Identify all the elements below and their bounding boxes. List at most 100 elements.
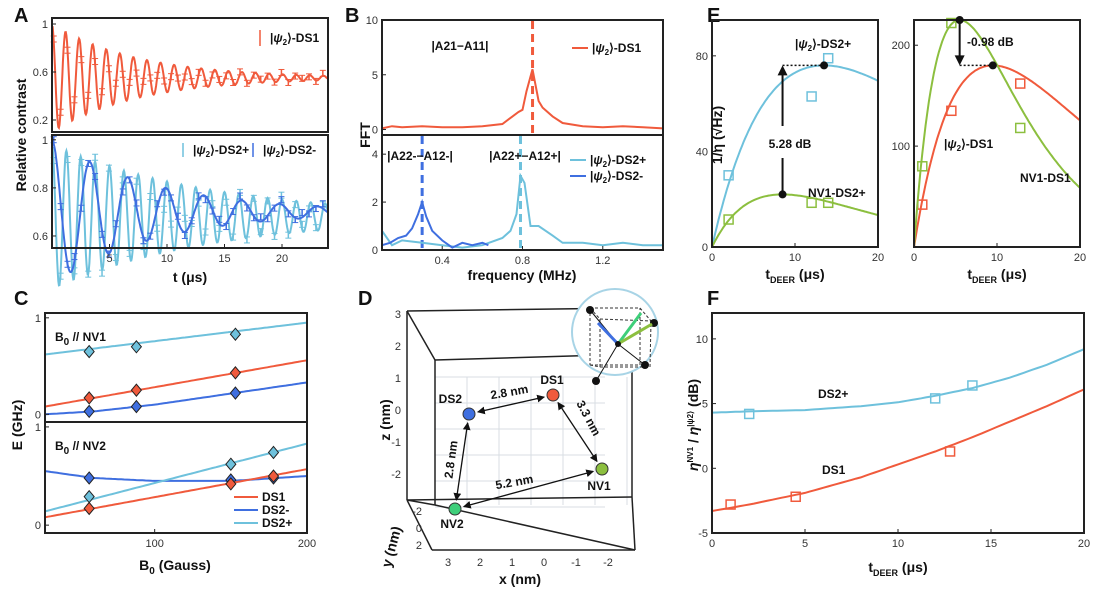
diamond-marker-DS1 [229, 366, 242, 380]
square-marker-DS2+ [929, 393, 941, 404]
label-DS1: DS1 [540, 373, 564, 387]
axes-frame-A1 [51, 17, 329, 133]
diamond-marker-DS2- [229, 386, 242, 400]
point-NV2 [448, 502, 462, 516]
y-tick-label: 40 [696, 146, 708, 158]
diamond-marker-DS1 [130, 383, 143, 397]
loss-arrow-head [954, 55, 965, 66]
x-axis-label-B: frequency (MHz) [468, 267, 577, 283]
square-marker-NV1-DS1 [1014, 122, 1026, 134]
axes-frame-C2 [44, 421, 308, 534]
legend-label: DS2- [262, 503, 289, 517]
distance-label: 5.2 nm [494, 472, 534, 492]
x-tick-label: 2 [477, 557, 483, 569]
inset-cube-edge [649, 320, 652, 368]
box-edge [434, 504, 636, 551]
x-axis-label-E2: tDEER (μs) [967, 266, 1026, 285]
inset-arrow-olive [617, 322, 653, 346]
series-line-NV1-DS1 [913, 19, 1081, 248]
curve-label-nv1-ds2p: NV1-DS2+ [808, 186, 866, 200]
square-marker-NV1-DS2+ [806, 197, 817, 209]
series-line-DS2+ [711, 348, 1085, 414]
y-tick-label: -5 [698, 528, 708, 540]
y-tick-label: 1 [42, 135, 48, 147]
subplot-title: B0 // NV1 [55, 330, 106, 348]
inset-atom [592, 377, 600, 385]
y-tick-label: 5 [702, 399, 708, 411]
x-tick-label: -2 [603, 557, 613, 569]
panel-label-B: B [345, 5, 359, 27]
x-tick-label: 10 [991, 252, 1003, 264]
series-line-|ψ2⟩-DS2+ [381, 172, 663, 249]
x-axis-label-F: tDEER (μs) [868, 559, 927, 578]
y-tick-label: 1 [42, 19, 48, 31]
legend-label: |ψ2⟩-DS1 [592, 41, 641, 57]
square-marker-|ψ2⟩-DS1 [1014, 78, 1026, 89]
loss-annotation: -0.98 dB [967, 35, 1014, 49]
x-tick-label: 15 [218, 253, 230, 265]
curve-label-ds2p: |ψ2⟩-DS2+ [795, 37, 851, 53]
box-edge [406, 499, 436, 506]
square-marker-DS1 [725, 499, 736, 510]
diamond-marker-DS2- [83, 471, 95, 485]
diamond-marker-DS2- [83, 404, 95, 419]
x-tick-label: 20 [1074, 252, 1086, 264]
distance-arrow [462, 469, 595, 509]
y-axis-label-A: Relative contrast [13, 78, 29, 191]
point-DS2 [462, 407, 476, 421]
x-axis-label-A: t (μs) [173, 269, 207, 285]
x-tick-label: 0.4 [435, 255, 450, 267]
legend-label: |ψ2⟩-DS2+ [193, 143, 249, 159]
x-tick-label: 5 [106, 253, 112, 265]
box-edge [406, 310, 436, 361]
z-tick-label: 2 [395, 341, 401, 353]
peak-dot [955, 16, 964, 24]
distance-arrow [557, 401, 598, 463]
inset-cube-edge [599, 318, 652, 322]
label-DS2: DS2 [439, 392, 463, 406]
series-line-DS1 [711, 388, 1085, 512]
y-tick-label: 0.6 [33, 67, 48, 79]
x-axis-label-C: B0 (Gauss) [139, 557, 211, 577]
x-axis-label-E1: tDEER (μs) [765, 266, 824, 285]
annotation-peak-ds1: |A21−A11| [431, 39, 488, 53]
x-tick-label: 0 [709, 252, 715, 264]
y-axis-label-C: E (GHz) [9, 400, 25, 451]
x-tick-label: 20 [1078, 538, 1090, 550]
inset-atom [586, 306, 594, 314]
label-NV2: NV2 [440, 517, 464, 531]
x-tick-label: 0 [911, 252, 917, 264]
peak-dot [778, 190, 787, 199]
axes-frame-E1 [711, 19, 879, 248]
series-line-|ψ2⟩-DS2+ [711, 64, 879, 248]
y-axis-label-E: 1/η (√Hz) [709, 106, 725, 164]
diamond-marker-DS1 [83, 391, 95, 405]
square-marker-NV1-DS2+ [822, 197, 834, 209]
x-tick-label: 200 [298, 538, 316, 550]
box-edge [434, 354, 606, 361]
gain-arrow-head [777, 65, 788, 76]
diamond-marker-DS1 [225, 477, 237, 491]
square-marker-DS1 [790, 491, 801, 503]
panel-label-A: A [14, 5, 28, 27]
diamond-marker-DS2+ [225, 457, 237, 472]
x-tick-label: 0.8 [515, 255, 530, 267]
x-tick-label: 100 [145, 538, 163, 550]
x-tick-label: 0 [709, 538, 715, 550]
inset-atom [641, 361, 649, 369]
inset-bond [617, 343, 646, 366]
diamond-marker-DS2+ [83, 344, 95, 359]
axes-frame-A2 [51, 134, 329, 249]
x-tick-label: 5 [802, 538, 808, 550]
y-tick-label: 0 [35, 520, 41, 532]
y-tick-label: -2 [412, 506, 422, 518]
distance-arrow [477, 394, 545, 415]
box-edge [406, 496, 633, 501]
x-tick-label: 3 [445, 557, 451, 569]
x-tick-label: 20 [276, 253, 288, 265]
y-tick-label: 0 [702, 242, 708, 254]
legend-label: |ψ2⟩-DS2+ [590, 153, 646, 169]
x-tick-label: 20 [872, 252, 884, 264]
series-line-|ψ2⟩-DS2- [51, 140, 329, 273]
